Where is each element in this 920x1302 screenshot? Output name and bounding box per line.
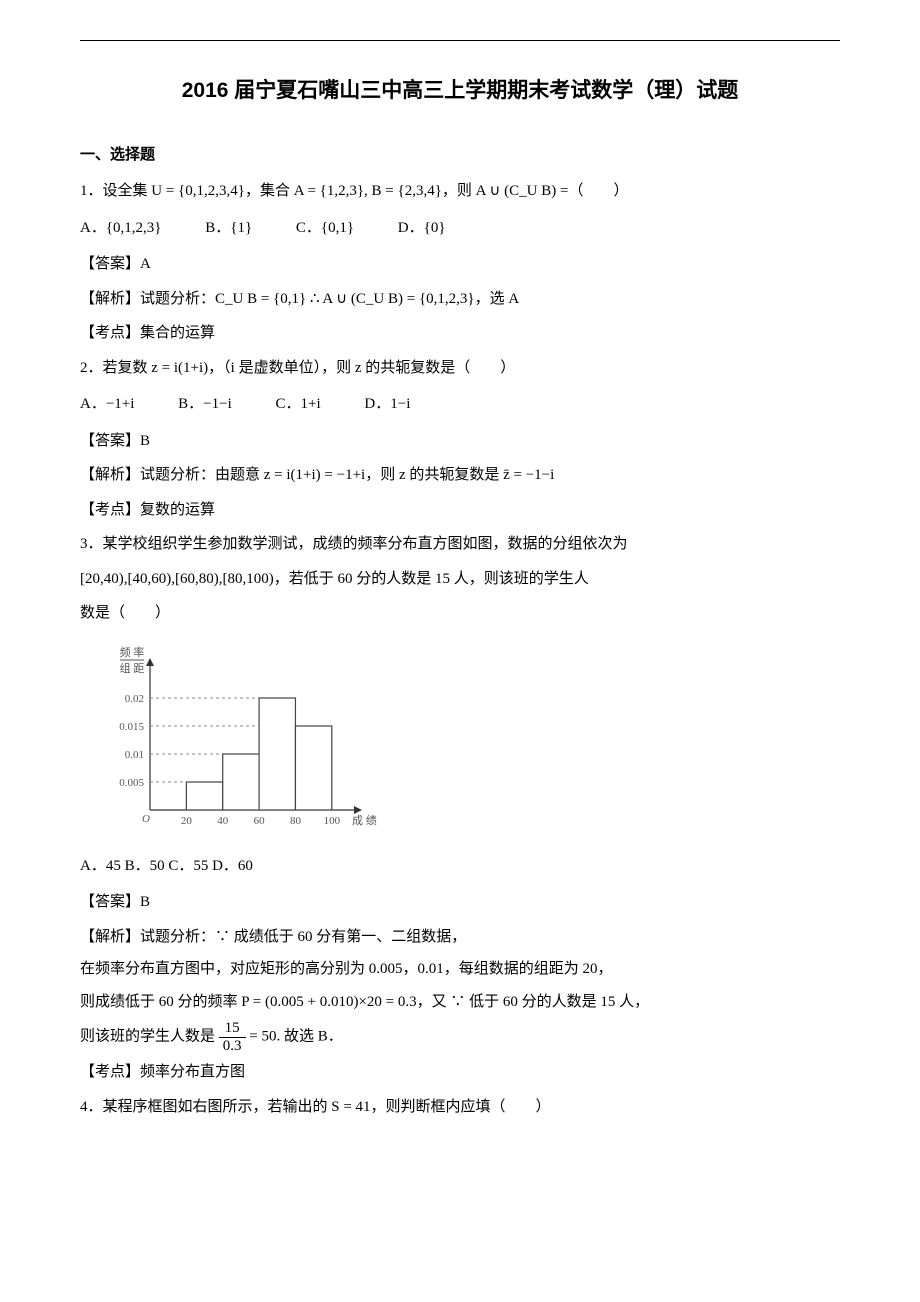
q1-text: 1．设全集 U = {0,1,2,3,4}，集合 A = {1,2,3}, B … [80, 177, 840, 206]
q3-point: 【考点】频率分布直方图 [80, 1058, 840, 1087]
q3-options: A．45 B．50 C．55 D．60 [80, 852, 840, 881]
svg-text:0.01: 0.01 [125, 749, 144, 761]
q3-line3: 则该班的学生人数是 15 0.3 = 50. 故选 B． [80, 1020, 840, 1054]
section-heading: 一、选择题 [80, 141, 840, 170]
page-title: 2016 届宁夏石嘴山三中高三上学期期末考试数学（理）试题 [80, 71, 840, 111]
q2-optA: A．−1+i [80, 390, 134, 419]
q1-optD: D．{0} [398, 214, 446, 243]
q1-optB: B．{1} [205, 214, 252, 243]
svg-text:成 绩: 成 绩 [352, 814, 377, 827]
q1-point: 【考点】集合的运算 [80, 319, 840, 348]
q3-line3-post: = 50. 故选 B． [249, 1029, 342, 1045]
q3-line1: 在频率分布直方图中，对应矩形的高分别为 0.005，0.01，每组数据的组距为 … [80, 955, 840, 984]
q2-point: 【考点】复数的运算 [80, 496, 840, 525]
q2-answer: 【答案】B [80, 427, 840, 456]
q2-optD: D．1−i [364, 390, 410, 419]
q1-answer: 【答案】A [80, 250, 840, 279]
q3-text3: 数是（ ） [80, 599, 840, 628]
svg-text:80: 80 [290, 815, 302, 827]
svg-text:20: 20 [181, 815, 193, 827]
q3-line3-pre: 则该班的学生人数是 [80, 1029, 219, 1045]
q2-text: 2．若复数 z = i(1+i)，（i 是虚数单位），则 z 的共轭复数是（ ） [80, 354, 840, 383]
svg-text:60: 60 [254, 815, 266, 827]
q3-frac-num: 15 [219, 1020, 246, 1038]
svg-text:O: O [142, 813, 150, 825]
q3-analysis-label: 【解析】试题分析：∵ 成绩低于 60 分有第一、二组数据， [80, 923, 840, 952]
svg-text:0.015: 0.015 [119, 721, 144, 733]
q2-optC: C．1+i [276, 390, 321, 419]
q1-optC: C．{0,1} [296, 214, 354, 243]
q3-line2: 则成绩低于 60 分的频率 P = (0.005 + 0.010)×20 = 0… [80, 988, 840, 1017]
q3-frac-den: 0.3 [219, 1038, 246, 1055]
q2-options: A．−1+i B．−1−i C．1+i D．1−i [80, 390, 840, 419]
q3-text1: 3．某学校组织学生参加数学测试，成绩的频率分布直方图如图，数据的分组依次为 [80, 530, 840, 559]
histogram-chart: 频 率组 距 O 0.005 0.01 0.015 0.02 20 40 60 80 100 成 绩 [100, 640, 380, 840]
svg-text:0.02: 0.02 [125, 693, 144, 705]
q2-analysis: 【解析】试题分析：由题意 z = i(1+i) = −1+i，则 z 的共轭复数… [80, 461, 840, 490]
svg-text:40: 40 [217, 815, 229, 827]
q1-options: A．{0,1,2,3} B．{1} C．{0,1} D．{0} [80, 214, 840, 243]
svg-text:频 率: 频 率 [120, 645, 145, 659]
q2-optB: B．−1−i [178, 390, 232, 419]
q4-text: 4．某程序框图如右图所示，若输出的 S = 41，则判断框内应填（ ） [80, 1093, 840, 1122]
q3-answer: 【答案】B [80, 888, 840, 917]
q1-optA: A．{0,1,2,3} [80, 214, 161, 243]
svg-text:组 距: 组 距 [120, 661, 145, 675]
svg-text:100: 100 [324, 815, 341, 827]
top-divider [80, 40, 840, 41]
histogram-svg: 频 率组 距 O 0.005 0.01 0.015 0.02 20 40 60 80 100 成 绩 [100, 640, 380, 840]
q1-analysis: 【解析】试题分析：C_U B = {0,1} ∴ A ∪ (C_U B) = {… [80, 285, 840, 314]
svg-text:0.005: 0.005 [119, 777, 144, 789]
q3-text2: [20,40),[40,60),[60,80),[80,100)，若低于 60 … [80, 565, 840, 594]
